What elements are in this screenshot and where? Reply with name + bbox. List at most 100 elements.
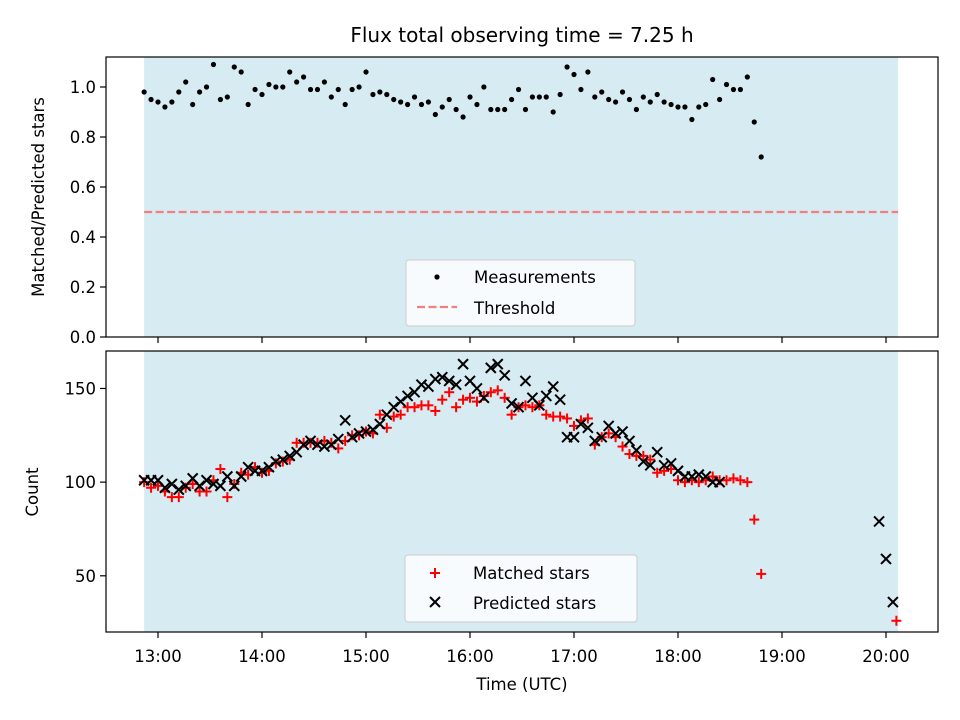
measurement-point xyxy=(550,109,556,115)
measurement-point xyxy=(314,86,321,93)
matched-star-point xyxy=(153,480,163,491)
measurement-point xyxy=(703,101,709,108)
predicted-star-point xyxy=(498,369,511,382)
measurement-point xyxy=(190,101,196,108)
matched-star-point xyxy=(499,392,510,403)
matched-star-point xyxy=(659,465,670,476)
measurement-point xyxy=(169,99,175,105)
predicted-star-point xyxy=(873,515,885,528)
measurement-point xyxy=(231,64,237,70)
bottom-x-tick-label: 13:00 xyxy=(134,647,182,666)
matched-star-point xyxy=(721,475,732,486)
top-panel: 0.0 0.2 0.4 0.6 0.8 1.0 Matched/Predicted sta… xyxy=(29,56,939,347)
matched-star-point xyxy=(139,477,150,488)
legend-matched-label: Matched stars xyxy=(473,564,590,583)
legend-measurements-label: Measurements xyxy=(474,268,596,287)
predicted-star-point xyxy=(332,433,344,445)
top-y-tick-label: 0.2 xyxy=(70,278,96,297)
predicted-star-point xyxy=(609,427,622,440)
predicted-star-point xyxy=(644,459,656,471)
matched-star-point xyxy=(423,400,434,411)
measurement-point xyxy=(301,74,307,80)
measurement-point xyxy=(203,84,210,90)
predicted-star-point xyxy=(589,435,601,447)
measurement-point xyxy=(522,106,529,113)
predicted-star-point xyxy=(443,375,455,387)
matched-star-point xyxy=(451,402,462,413)
predicted-star-point xyxy=(277,453,289,466)
measurement-point xyxy=(183,79,189,85)
measurement-point xyxy=(418,101,425,108)
measurement-point xyxy=(619,89,626,95)
predicted-star-point xyxy=(512,401,525,413)
matched-star-point xyxy=(569,420,579,431)
predicted-star-point xyxy=(519,375,532,387)
predicted-star-point xyxy=(616,425,629,438)
predicted-star-point xyxy=(318,440,331,453)
top-y-axis-ticks: 0.0 0.2 0.4 0.6 0.8 1.0 xyxy=(70,78,106,347)
matched-star-point xyxy=(707,471,718,482)
measurement-point xyxy=(578,86,584,93)
predicted-star-point xyxy=(568,431,580,443)
measurement-point xyxy=(495,106,501,113)
measurement-point xyxy=(391,96,397,103)
measurement-point xyxy=(647,99,653,105)
measurement-point xyxy=(307,86,314,93)
bottom-legend: Matched stars Predicted stars xyxy=(404,554,638,623)
top-x-axis-ticks xyxy=(157,337,887,343)
measurement-point xyxy=(259,91,265,98)
chart-title: Flux total observing time = 7.25 h xyxy=(350,23,693,47)
predicted-star-point xyxy=(492,358,504,370)
measurement-point xyxy=(328,94,334,100)
predicted-star-point xyxy=(540,390,552,402)
predicted-star-point xyxy=(547,380,559,393)
measurement-point xyxy=(439,104,445,110)
predicted-star-point xyxy=(228,480,240,492)
top-y-tick-label: 0.0 xyxy=(70,328,96,347)
matched-star-point xyxy=(735,475,746,486)
measurement-point xyxy=(640,94,646,100)
predicted-star-point xyxy=(346,431,358,443)
predicted-star-point xyxy=(457,358,469,370)
top-y-tick-label: 0.8 xyxy=(70,128,96,147)
matched-star-point xyxy=(201,486,212,497)
measurement-point xyxy=(543,94,549,100)
matched-star-point xyxy=(638,450,649,461)
legend-predicted-label: Predicted stars xyxy=(473,594,596,613)
measurement-point xyxy=(502,106,508,113)
matched-star-point xyxy=(541,409,552,420)
measurement-point xyxy=(384,91,390,98)
predicted-star-point xyxy=(887,596,899,608)
measurement-point xyxy=(758,154,764,160)
measurement-point xyxy=(335,86,341,93)
matched-star-point xyxy=(520,400,531,411)
measurement-point xyxy=(210,61,217,68)
top-y-axis-label: Matched/Predicted stars xyxy=(29,97,48,297)
bottom-x-tick-label: 16:00 xyxy=(446,647,494,666)
predicted-star-point xyxy=(297,438,310,451)
top-y-tick-label: 1.0 xyxy=(70,78,96,97)
measurement-point xyxy=(557,91,563,98)
measurement-point xyxy=(696,104,702,110)
measurement-point xyxy=(238,69,244,75)
measurement-point xyxy=(405,101,411,108)
measurement-point xyxy=(717,96,723,103)
matched-star-point xyxy=(728,473,739,484)
matched-star-point xyxy=(485,387,496,398)
predicted-star-point xyxy=(353,427,365,440)
predicted-star-point xyxy=(713,476,726,488)
predicted-star-point xyxy=(505,397,518,410)
measurement-point xyxy=(737,86,744,93)
predicted-star-point xyxy=(436,371,448,383)
predicted-star-point xyxy=(623,435,636,447)
matched-star-point xyxy=(215,464,226,475)
measurement-point xyxy=(432,111,438,118)
matched-star-point xyxy=(437,394,448,405)
measurement-point xyxy=(751,119,757,125)
measurement-point xyxy=(377,89,383,95)
predicted-star-point xyxy=(450,379,462,391)
measurement-point xyxy=(321,79,327,85)
bottom-x-tick-label: 18:00 xyxy=(654,647,702,666)
predicted-star-point xyxy=(693,468,705,481)
measurement-point xyxy=(460,114,466,120)
